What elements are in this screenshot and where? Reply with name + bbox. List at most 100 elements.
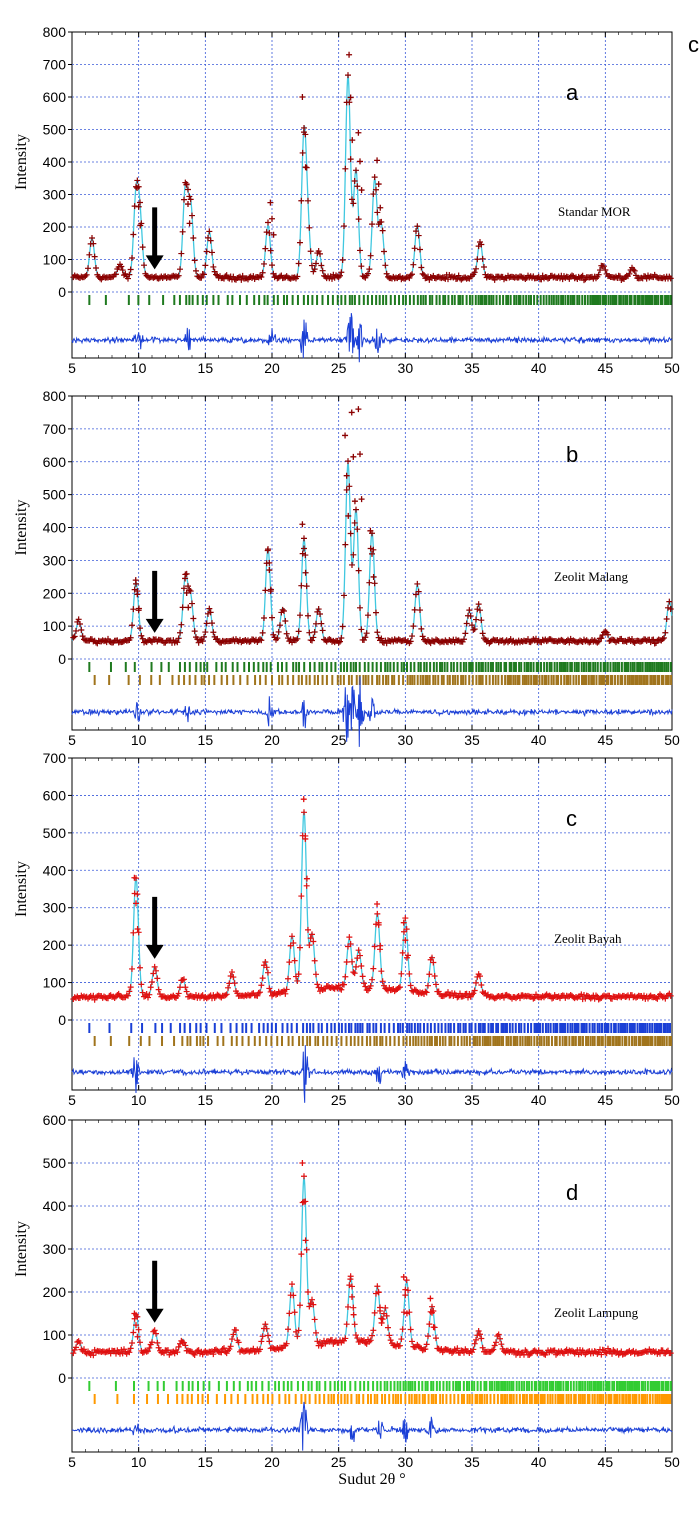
observed-point bbox=[155, 986, 162, 993]
observed-point bbox=[371, 943, 378, 950]
observed-point bbox=[230, 1331, 237, 1338]
observed-point bbox=[263, 229, 270, 236]
observed-point bbox=[663, 615, 670, 622]
observed-point bbox=[75, 616, 82, 623]
observed-point bbox=[409, 271, 415, 278]
observed-point bbox=[151, 274, 158, 281]
observed-peak-point bbox=[369, 550, 375, 557]
observed-point bbox=[82, 273, 89, 280]
observed-point bbox=[265, 219, 271, 226]
observed-point bbox=[202, 629, 209, 636]
y-axis-label: Intensity bbox=[13, 500, 30, 556]
observed-point bbox=[70, 1350, 77, 1357]
y-axis-label: Intensity bbox=[13, 861, 30, 917]
observed-point bbox=[523, 1348, 530, 1355]
observed-point bbox=[137, 1339, 143, 1346]
observed-point bbox=[113, 271, 119, 278]
observed-point bbox=[469, 1349, 475, 1356]
observed-peak-point bbox=[269, 215, 275, 222]
observed-point bbox=[230, 273, 237, 280]
observed-point bbox=[77, 1339, 83, 1346]
observed-point bbox=[301, 809, 307, 816]
x-tick-label: 15 bbox=[198, 732, 214, 748]
observed-point bbox=[227, 1343, 234, 1350]
observed-point bbox=[347, 530, 354, 537]
observed-point bbox=[102, 994, 109, 1001]
observed-point bbox=[406, 970, 413, 977]
observed-point bbox=[373, 186, 379, 193]
observed-point bbox=[190, 234, 197, 241]
observed-point bbox=[593, 992, 599, 999]
observed-point bbox=[283, 630, 290, 637]
observed-point bbox=[602, 1349, 609, 1356]
observed-point bbox=[358, 963, 365, 970]
observed-point bbox=[174, 993, 181, 1000]
x-tick-label: 15 bbox=[198, 1454, 214, 1470]
observed-point bbox=[403, 639, 410, 646]
observed-peak-point bbox=[343, 472, 350, 479]
observed-point bbox=[341, 592, 347, 599]
observed-point bbox=[382, 1304, 389, 1311]
observed-point bbox=[353, 506, 359, 513]
observed-point bbox=[349, 1283, 355, 1290]
observed-point bbox=[595, 638, 602, 645]
observed-point bbox=[369, 1332, 375, 1339]
observed-point bbox=[347, 156, 354, 163]
observed-point bbox=[135, 929, 142, 936]
sample-label: Standar MOR bbox=[558, 204, 631, 219]
observed-point bbox=[153, 1330, 159, 1337]
observed-point bbox=[205, 1349, 211, 1356]
observed-point bbox=[379, 978, 386, 985]
observed-peak-point bbox=[135, 605, 142, 612]
observed-point bbox=[71, 633, 78, 640]
observed-point bbox=[311, 957, 318, 964]
observed-point bbox=[309, 1296, 315, 1303]
observed-point bbox=[229, 969, 235, 976]
observed-point bbox=[623, 993, 630, 1000]
observed-point bbox=[258, 637, 265, 644]
observed-point bbox=[667, 275, 674, 282]
observed-point bbox=[423, 989, 430, 996]
observed-point bbox=[514, 993, 521, 1000]
observed-point bbox=[283, 986, 290, 993]
observed-point bbox=[257, 989, 263, 996]
observed-point bbox=[427, 274, 434, 281]
x-tick-label: 20 bbox=[264, 360, 280, 376]
observed-point bbox=[418, 625, 425, 632]
observed-point bbox=[281, 608, 287, 615]
observed-point bbox=[201, 633, 207, 640]
observed-peak-point bbox=[377, 204, 384, 211]
observed-point bbox=[257, 1346, 263, 1353]
observed-point bbox=[381, 982, 387, 989]
y-tick-label: 500 bbox=[43, 1155, 67, 1171]
observed-point bbox=[361, 980, 367, 987]
observed-point bbox=[198, 274, 205, 281]
observed-point bbox=[454, 1345, 461, 1352]
observed-point bbox=[374, 209, 381, 216]
observed-peak-point bbox=[350, 1311, 357, 1318]
observed-point bbox=[181, 1339, 187, 1346]
stray-panel-letter: c bbox=[688, 32, 699, 57]
observed-point bbox=[491, 1342, 498, 1349]
observed-point bbox=[351, 519, 358, 526]
x-tick-label: 20 bbox=[264, 1454, 280, 1470]
observed-point bbox=[357, 604, 363, 611]
observed-point bbox=[397, 1342, 403, 1349]
observed-point bbox=[475, 601, 482, 608]
observed-point bbox=[157, 636, 163, 643]
observed-point bbox=[579, 272, 586, 279]
observed-point bbox=[606, 992, 613, 999]
sample-label: Zeolit Bayah bbox=[554, 931, 622, 946]
observed-point bbox=[599, 632, 606, 639]
observed-point bbox=[305, 926, 311, 933]
observed-peak-point bbox=[131, 1310, 138, 1317]
difference-curve bbox=[71, 313, 673, 363]
observed-point bbox=[149, 1339, 155, 1346]
observed-point bbox=[350, 1304, 357, 1311]
observed-point bbox=[349, 561, 355, 568]
observed-point bbox=[238, 639, 245, 646]
observed-point bbox=[165, 994, 171, 1001]
observed-point bbox=[473, 265, 479, 272]
observed-point bbox=[411, 245, 418, 252]
